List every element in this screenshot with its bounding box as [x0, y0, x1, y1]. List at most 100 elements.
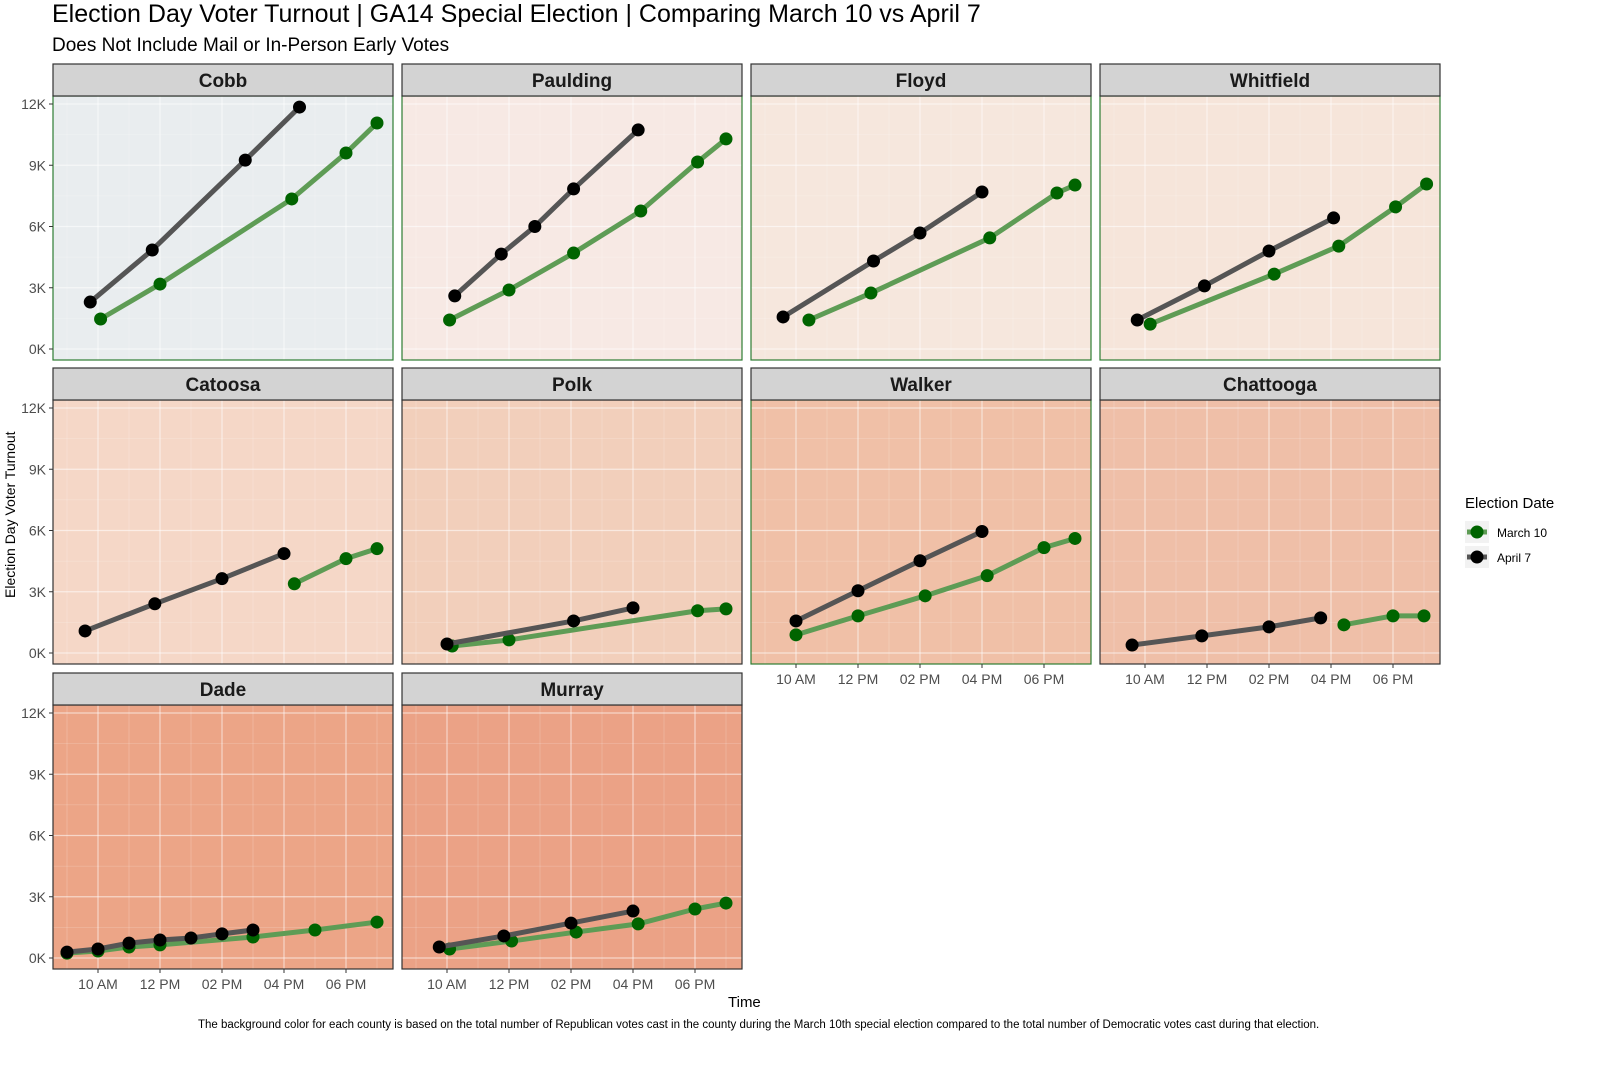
x-tick-label: 10 AM	[427, 976, 467, 992]
panel-catoosa: Catoosa 0K 3K 6K 9K 12K	[21, 367, 394, 665]
legend-key-point	[1470, 550, 1484, 564]
data-point-march-10	[1420, 177, 1434, 191]
data-point-march-10	[567, 246, 581, 260]
data-point-april-7	[528, 220, 542, 233]
chart-subtitle: Does Not Include Mail or In-Person Early…	[52, 35, 450, 56]
data-point-april-7	[1327, 211, 1341, 225]
x-tick-label: 12 PM	[140, 976, 180, 992]
facet-label: Chattooga	[1223, 375, 1317, 396]
data-point-march-10	[339, 552, 353, 566]
data-point-march-10	[1068, 178, 1082, 192]
data-point-april-7	[215, 927, 229, 941]
legend-label-april-7: April 7	[1497, 551, 1532, 565]
x-tick-label: 02 PM	[202, 976, 242, 992]
data-point-march-10	[691, 155, 705, 169]
facet-strip	[401, 672, 743, 706]
x-tick-label: 04 PM	[613, 976, 653, 992]
facet-label: Cobb	[199, 71, 248, 92]
data-point-march-10	[1332, 239, 1346, 253]
data-point-april-7	[448, 289, 462, 303]
y-tick-label: 6K	[29, 219, 47, 235]
y-tick-label: 9K	[29, 766, 47, 782]
data-point-march-10	[1386, 609, 1400, 623]
x-axis-label: Time	[728, 994, 761, 1011]
data-point-april-7	[293, 100, 306, 114]
x-tick-label: 10 AM	[78, 976, 118, 992]
data-point-april-7	[432, 940, 446, 954]
data-point-march-10	[802, 313, 816, 327]
y-axis-label: Election Day Voter Turnout	[2, 431, 18, 598]
x-tick-label: 02 PM	[551, 976, 591, 992]
data-point-march-10	[719, 896, 733, 910]
data-point-march-10	[287, 577, 301, 591]
data-point-april-7	[184, 931, 198, 945]
data-point-march-10	[691, 604, 705, 618]
data-point-april-7	[1314, 611, 1328, 625]
facet-label: Catoosa	[186, 375, 261, 396]
data-point-march-10	[443, 313, 457, 327]
legend-title: Election Date	[1465, 495, 1555, 512]
panel-chattooga: Chattooga 10 AM 12 PM 02 PM 04 PM 06 PM	[1099, 367, 1441, 687]
facet-label: Murray	[540, 680, 604, 701]
y-tick-label: 0K	[29, 341, 47, 357]
data-point-march-10	[851, 609, 865, 623]
data-point-march-10	[1267, 267, 1281, 281]
data-point-march-10	[1037, 541, 1051, 555]
y-tick-label: 3K	[29, 584, 47, 600]
data-point-march-10	[153, 277, 167, 291]
data-point-march-10	[789, 628, 803, 642]
data-point-march-10	[370, 542, 384, 556]
data-point-april-7	[148, 597, 162, 611]
y-tick-label: 3K	[29, 889, 47, 905]
data-point-march-10	[918, 589, 932, 603]
data-point-april-7	[494, 247, 508, 261]
facet-label: Floyd	[896, 71, 947, 92]
facet-strip	[401, 63, 743, 97]
x-tick-label: 06 PM	[1024, 671, 1064, 687]
x-tick-label: 12 PM	[1187, 671, 1227, 687]
caption: The background color for each county is …	[198, 1019, 1320, 1031]
data-point-april-7	[975, 185, 989, 199]
data-point-march-10	[983, 231, 997, 245]
panel-floyd: Floyd	[750, 63, 1092, 361]
panel-polk: Polk	[401, 367, 743, 665]
panel-background	[751, 400, 1091, 664]
data-point-april-7	[83, 295, 97, 309]
x-tick-label: 02 PM	[1249, 671, 1289, 687]
series-line-april-7	[438, 908, 634, 950]
x-tick-label: 12 PM	[838, 671, 878, 687]
y-tick-label: 6K	[29, 828, 47, 844]
legend	[1465, 521, 1489, 568]
panel-dade: Dade 0K 3K 6K 9K 12K 10 AM 12 PM 02 PM 04 PM 06 PM	[21, 672, 394, 992]
data-point-march-10	[1417, 609, 1431, 623]
data-point-march-10	[1143, 317, 1157, 331]
data-point-march-10	[1389, 200, 1403, 214]
data-point-march-10	[1050, 186, 1064, 200]
series-line-march-10	[451, 606, 727, 649]
data-point-april-7	[626, 904, 640, 918]
data-point-april-7	[122, 936, 136, 950]
data-point-march-10	[631, 917, 645, 931]
data-point-april-7	[1195, 629, 1209, 643]
data-point-march-10	[502, 633, 516, 647]
y-tick-label: 0K	[29, 950, 47, 966]
data-point-april-7	[78, 624, 92, 638]
facet-label: Whitfield	[1230, 71, 1310, 92]
x-tick-label: 04 PM	[1311, 671, 1351, 687]
data-point-april-7	[91, 942, 105, 956]
x-tick-label: 12 PM	[489, 976, 529, 992]
y-tick-label: 0K	[29, 645, 47, 661]
data-point-april-7	[1262, 620, 1276, 634]
x-tick-label: 04 PM	[962, 671, 1002, 687]
panel-background	[1100, 96, 1440, 360]
data-point-april-7	[626, 601, 640, 615]
data-point-march-10	[502, 283, 516, 297]
data-point-april-7	[789, 614, 803, 628]
data-point-april-7	[277, 547, 291, 561]
facet-strip	[52, 63, 394, 97]
x-tick-label: 10 AM	[1125, 671, 1165, 687]
legend-key-point	[1470, 525, 1484, 539]
series-line-april-7	[781, 189, 984, 320]
data-point-march-10	[1337, 618, 1351, 632]
